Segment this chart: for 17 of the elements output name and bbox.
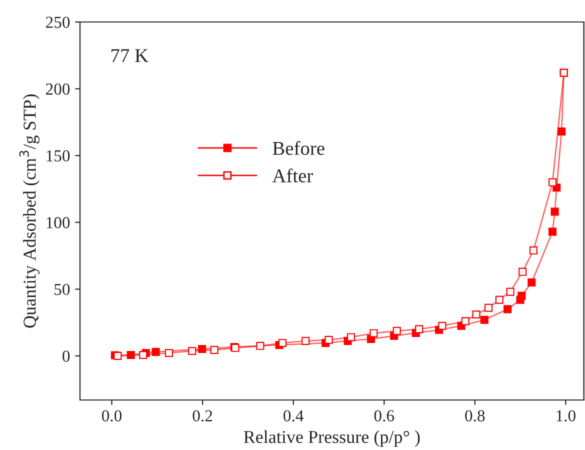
- x-axis-title: Relative Pressure (p/p° ): [244, 430, 420, 447]
- x-tick-label: 0.2: [192, 410, 212, 422]
- y-tick-label: 150: [46, 150, 70, 162]
- x-tick-label: 0.6: [374, 410, 394, 422]
- x-tick-label: 1.0: [556, 410, 576, 422]
- y-tick-label: 250: [46, 16, 70, 28]
- y-axis-title: Quantity Adsorbed (cm$^{3}$/g STP): [19, 94, 40, 328]
- legend-label: Before: [272, 141, 324, 155]
- x-tick-label: 0.8: [465, 410, 485, 422]
- y-tick-label: 50: [54, 284, 70, 296]
- x-tick-label: 0.4: [284, 410, 304, 422]
- y-tick-label: 0: [62, 350, 70, 362]
- legend-label: After: [272, 168, 314, 182]
- y-tick-label: 200: [46, 83, 70, 95]
- x-tick-label: 0.0: [102, 410, 122, 422]
- y-tick-label: 100: [46, 217, 70, 228]
- annotation: 77 K: [112, 49, 148, 62]
